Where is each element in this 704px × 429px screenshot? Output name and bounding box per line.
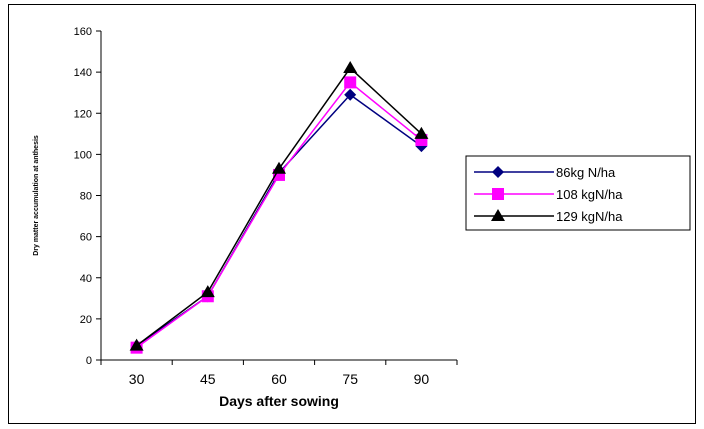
x-tick-label: 90	[414, 371, 430, 387]
legend-item: 86kg N/ha	[474, 165, 616, 180]
x-tick-label: 45	[200, 371, 216, 387]
legend-item: 108 kgN/ha	[474, 187, 623, 202]
legend-marker	[492, 166, 504, 178]
legend-marker	[492, 188, 504, 200]
x-axis-label: Days after sowing	[219, 393, 339, 409]
x-tick-label: 30	[129, 371, 145, 387]
legend-label: 129 kgN/ha	[556, 209, 623, 224]
y-tick-label: 160	[74, 26, 92, 38]
data-point	[344, 88, 357, 101]
data-point	[414, 126, 429, 139]
legend: 86kg N/ha 108 kgN/ha 129 kgN/ha	[465, 155, 691, 231]
y-tick-label: 20	[80, 314, 92, 326]
series-line	[136, 93, 422, 347]
data-point	[344, 76, 357, 89]
axes	[96, 30, 458, 365]
y-tick-labels: 0 20 40 60 80 100 120 140 160	[74, 26, 92, 367]
y-tick-label: 60	[80, 232, 92, 244]
data-point	[343, 61, 358, 74]
y-tick-label: 100	[74, 149, 92, 161]
series-line	[136, 66, 422, 347]
series-line	[136, 81, 422, 349]
y-axis-label: Dry matter accumulation at anthesis	[33, 135, 40, 256]
x-tick-labels: 30 45 60 75 90	[129, 371, 430, 387]
y-tick-label: 80	[80, 191, 92, 203]
series-3	[129, 61, 429, 351]
legend-label: 86kg N/ha	[556, 165, 616, 180]
legend-item: 129 kgN/ha	[474, 209, 623, 224]
y-tick-label: 120	[74, 108, 92, 120]
data-point	[200, 285, 215, 298]
data-point	[272, 161, 286, 174]
y-tick-label: 40	[80, 273, 92, 285]
legend-marker	[491, 209, 505, 221]
data-point	[129, 338, 144, 351]
y-tick-label: 140	[74, 67, 92, 79]
x-tick-label: 60	[271, 371, 287, 387]
x-tick-label: 75	[342, 371, 358, 387]
series-group	[129, 61, 429, 354]
series-1	[130, 88, 428, 352]
legend-label: 108 kgN/ha	[556, 187, 623, 202]
y-tick-label: 0	[86, 355, 92, 367]
